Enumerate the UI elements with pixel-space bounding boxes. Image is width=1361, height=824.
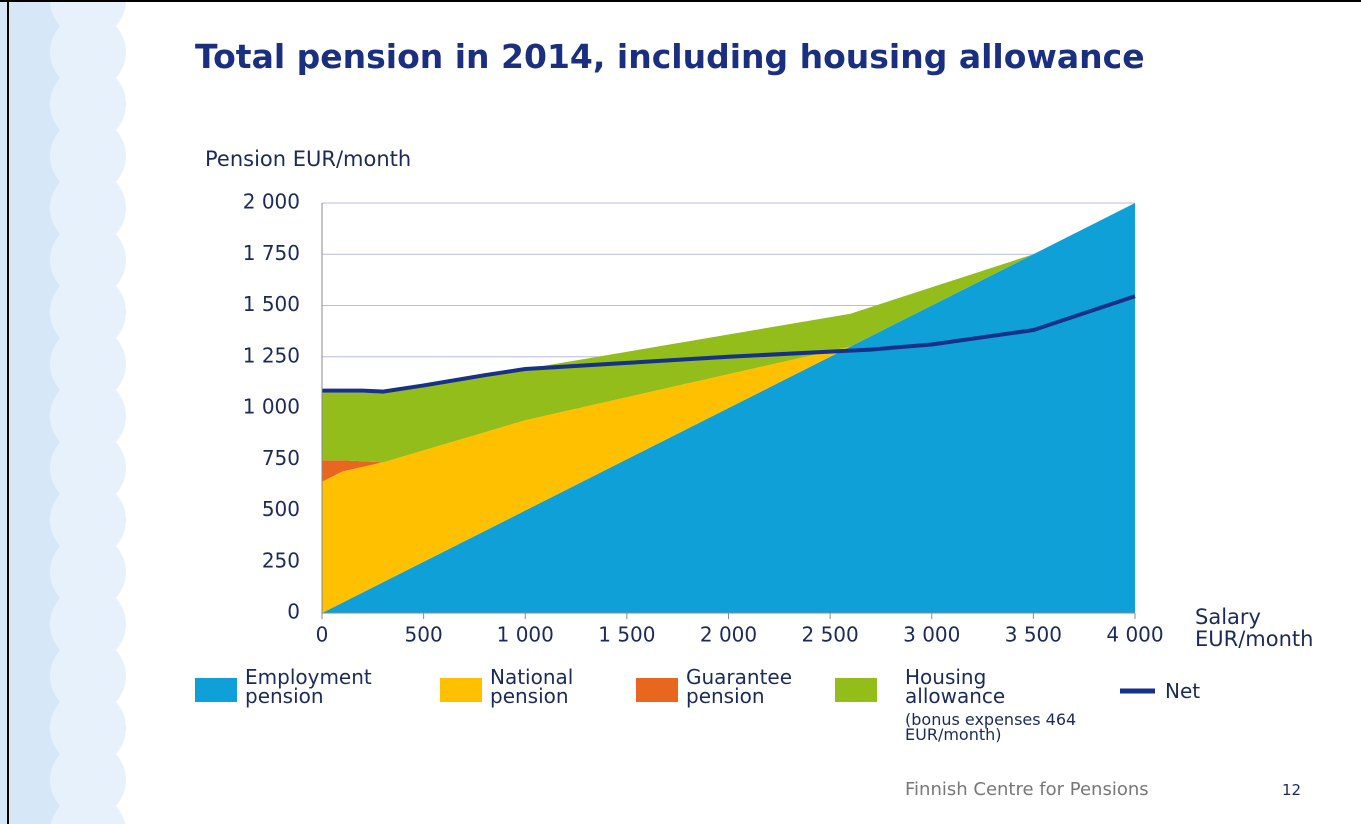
- x-tick-label: 3 500: [1005, 623, 1062, 647]
- y-tick-label: 1 750: [243, 241, 300, 265]
- x-tick-label: 2 500: [801, 623, 858, 647]
- legend-swatch: [636, 678, 678, 702]
- x-tick-label: 0: [316, 623, 329, 647]
- x-tick-label: 1 000: [497, 623, 554, 647]
- y-tick-label: 1 250: [243, 343, 300, 367]
- x-tick-label: 3 000: [903, 623, 960, 647]
- legend-swatch: [835, 678, 877, 702]
- y-tick-label: 1 500: [243, 292, 300, 316]
- chart: 0 250 500 750 1 000 1 250 1 500 1 750 2 000 0 500 1…: [0, 0, 1361, 824]
- y-axis-label: Pension EUR/month: [205, 148, 411, 170]
- legend-label: Housing allowance: [905, 668, 1025, 706]
- footer-source: Finnish Centre for Pensions: [905, 779, 1149, 800]
- y-tick-label: 500: [262, 497, 300, 521]
- x-tick-label: 2 000: [700, 623, 757, 647]
- x-axis-label: Salary EUR/month: [1195, 606, 1345, 650]
- y-tick-label: 0: [287, 600, 300, 624]
- legend-label: Guarantee pension: [686, 668, 806, 706]
- legend-swatch: [440, 678, 482, 702]
- chart-title: Total pension in 2014, including housing…: [195, 38, 1195, 76]
- legend-label: National pension: [490, 668, 610, 706]
- legend-label: Net: [1165, 682, 1200, 701]
- legend-label: Employment pension: [245, 668, 425, 706]
- legend-swatch: [195, 678, 237, 702]
- x-tick-label: 4 000: [1106, 623, 1163, 647]
- decoration: [0, 0, 130, 824]
- legend-note: (bonus expenses 464 EUR/month): [905, 712, 1105, 742]
- slide: 0 250 500 750 1 000 1 250 1 500 1 750 2 000 0 500 1…: [0, 0, 1361, 824]
- y-tick-label: 250: [262, 548, 300, 572]
- page-number: 12: [1282, 781, 1301, 799]
- x-tick-label: 500: [405, 623, 443, 647]
- y-tick-label: 750: [262, 446, 300, 470]
- x-tick-label: 1 500: [598, 623, 655, 647]
- y-tick-label: 1 000: [243, 395, 300, 419]
- y-tick-label: 2 000: [243, 190, 300, 214]
